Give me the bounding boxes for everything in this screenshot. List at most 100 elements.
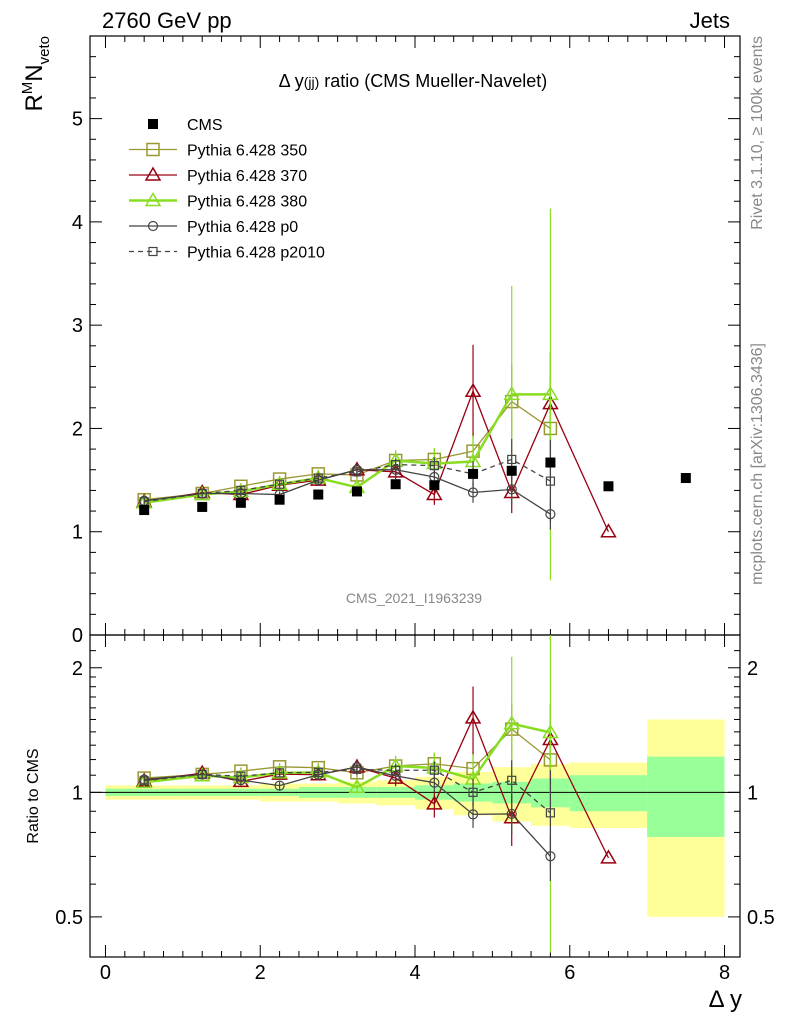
series-point-ratio bbox=[503, 715, 521, 730]
cms-data-point bbox=[351, 486, 362, 497]
cms-data-point bbox=[429, 480, 440, 491]
series-point-main bbox=[506, 484, 517, 495]
ratio-y-tick-label: 2 bbox=[72, 658, 83, 680]
legend-label: Pythia 6.428 350 bbox=[187, 143, 307, 160]
series-point-ratio bbox=[274, 780, 285, 791]
legend-label: Pythia 6.428 370 bbox=[187, 168, 307, 185]
series-line-main bbox=[144, 458, 551, 503]
y-axis-label-ratio: Ratio to CMS bbox=[25, 748, 42, 843]
legend-marker bbox=[146, 142, 160, 157]
ratio-band-layer bbox=[90, 719, 740, 917]
series-point-ratio bbox=[139, 776, 149, 786]
series-point-main bbox=[503, 385, 521, 401]
series-line-ratio bbox=[144, 768, 551, 814]
series-point-main bbox=[600, 523, 617, 538]
y-tick-label: 0 bbox=[72, 625, 83, 647]
y-tick-label: 4 bbox=[72, 212, 83, 234]
legend-label: Pythia 6.428 p0 bbox=[187, 219, 298, 236]
series-point-main bbox=[313, 473, 323, 483]
series-point-ratio bbox=[506, 808, 517, 820]
series-point-main bbox=[426, 486, 443, 501]
side-label-bottom: mcplots.cern.ch [arXiv:1306.3436] bbox=[749, 343, 766, 585]
y-tick-label: 3 bbox=[72, 315, 83, 337]
ratio-y-tick-label: 1 bbox=[72, 782, 83, 804]
cms-data-point bbox=[545, 457, 556, 468]
legend-item: Pythia 6.428 p0 bbox=[129, 219, 298, 236]
legend: CMS Pythia 6.428 350 Pythia 6.428 370 Pythi… bbox=[129, 117, 325, 262]
cms-data-point bbox=[235, 497, 246, 508]
series-point-ratio bbox=[352, 764, 362, 774]
ratio-y-tick-label-right: 0.5 bbox=[747, 907, 775, 929]
legend-marker bbox=[147, 220, 159, 232]
legend-label: Pythia 6.428 380 bbox=[187, 194, 307, 211]
series-point-main bbox=[429, 461, 439, 471]
series-point-main bbox=[197, 488, 207, 499]
y-tick-label: 5 bbox=[72, 109, 83, 131]
ratio-y-tick-label-right: 2 bbox=[747, 658, 758, 680]
series-point-ratio bbox=[348, 778, 366, 793]
series-point-ratio bbox=[464, 709, 482, 724]
x-tick-label: 6 bbox=[564, 962, 575, 984]
series-point-main bbox=[236, 485, 246, 496]
cms-data-point bbox=[390, 479, 401, 490]
series-point-ratio bbox=[600, 849, 617, 864]
legend-item: CMS bbox=[148, 117, 223, 134]
y-axis-label-main: RMNveto bbox=[19, 36, 53, 112]
series-point-ratio bbox=[468, 787, 478, 797]
series-point-ratio bbox=[429, 765, 439, 775]
series-point-main bbox=[542, 385, 559, 401]
ratio-y-tick-label-right: 1 bbox=[747, 782, 758, 804]
cms-data-point bbox=[274, 494, 285, 505]
series-point-ratio bbox=[391, 765, 401, 775]
ratio-y-tick-label: 0.5 bbox=[55, 907, 83, 929]
legend-marker bbox=[148, 246, 158, 257]
series-point-ratio bbox=[467, 809, 479, 820]
series-point-ratio bbox=[542, 723, 559, 739]
series-point-main bbox=[464, 382, 482, 398]
legend-label: CMS bbox=[187, 117, 223, 134]
series-2 bbox=[135, 208, 559, 953]
series-point-main bbox=[507, 454, 517, 465]
series-point-main bbox=[545, 476, 556, 486]
band-stat bbox=[647, 756, 725, 837]
x-tick-label: 4 bbox=[409, 962, 420, 984]
watermark: CMS_2021_I1963239 bbox=[346, 590, 482, 606]
series-point-ratio bbox=[274, 768, 285, 778]
series-point-ratio bbox=[426, 795, 443, 810]
series-line-main bbox=[143, 393, 551, 505]
series-point-main bbox=[274, 479, 285, 489]
legend-marker bbox=[144, 166, 162, 181]
series-point-ratio bbox=[236, 771, 246, 781]
plot-title: Δ y(jj) ratio (CMS Mueller-Navelet) bbox=[279, 71, 548, 91]
x-tick-label: 0 bbox=[100, 962, 111, 984]
legend-label: Pythia 6.428 p2010 bbox=[187, 245, 325, 262]
y-tick-label: 1 bbox=[72, 522, 83, 544]
cms-data-point bbox=[468, 468, 479, 479]
band-stat bbox=[569, 775, 648, 812]
header-right: Jets bbox=[690, 8, 730, 33]
header-left: 2760 GeV pp bbox=[102, 8, 232, 33]
x-tick-label: 8 bbox=[719, 962, 730, 984]
side-label-top: Rivet 3.1.10, ≥ 100k events bbox=[749, 36, 766, 230]
legend-item: Pythia 6.428 380 bbox=[129, 192, 307, 211]
legend-item: Pythia 6.428 370 bbox=[129, 166, 307, 185]
series-point-ratio bbox=[545, 808, 556, 818]
legend-marker bbox=[144, 192, 162, 207]
legend-marker bbox=[148, 119, 158, 129]
series-point-ratio bbox=[197, 769, 207, 780]
cms-data-point bbox=[313, 489, 324, 500]
legend-item: Pythia 6.428 350 bbox=[129, 143, 307, 160]
legend-item: Pythia 6.428 p2010 bbox=[129, 245, 325, 262]
cms-data bbox=[139, 457, 691, 516]
cms-data-point bbox=[139, 505, 150, 516]
series-layer bbox=[135, 208, 691, 953]
cms-data-point bbox=[197, 501, 208, 512]
cms-data-point bbox=[506, 465, 517, 476]
y-tick-label: 2 bbox=[72, 418, 83, 440]
cms-data-point bbox=[603, 481, 614, 492]
series-line-ratio bbox=[144, 716, 610, 859]
series-point-main bbox=[352, 467, 362, 477]
series-point-ratio bbox=[313, 767, 323, 777]
x-tick-label: 2 bbox=[255, 962, 266, 984]
